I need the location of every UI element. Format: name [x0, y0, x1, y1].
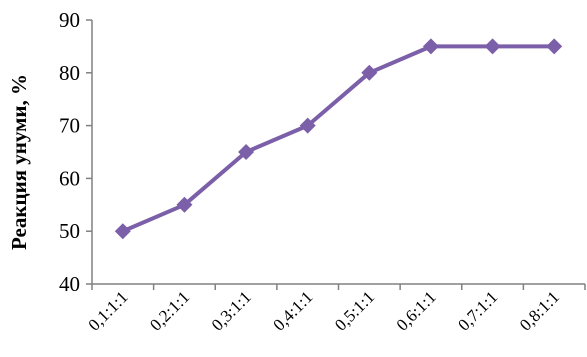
- x-tick-label: 0,2:1:1: [146, 287, 193, 334]
- y-tick-label: 50: [59, 219, 80, 243]
- y-ticks: 40 50 60 70 80 90: [59, 8, 92, 296]
- data-point-marker: [361, 64, 378, 81]
- y-tick-label: 40: [59, 272, 80, 296]
- series-line: [122, 44, 555, 234]
- y-axis-title: Реакция унуми, %: [7, 74, 31, 250]
- data-point-marker: [238, 144, 255, 160]
- x-tick-label: 0,3:1:1: [208, 287, 255, 334]
- data-point-marker: [484, 38, 501, 55]
- axes: [91, 20, 585, 285]
- y-tick-label: 60: [59, 166, 80, 190]
- x-ticks: 0,1:1:1 0,2:1:1 0,3:1:1 0,4:1:1 0,5:1:1 0,6:1…: [84, 284, 586, 335]
- data-point-marker: [114, 223, 131, 240]
- x-tick-label: 0,6:1:1: [393, 287, 440, 334]
- y-tick-label: 90: [59, 8, 80, 32]
- x-tick-label: 0,1:1:1: [84, 287, 131, 334]
- x-tick-label: 0,8:1:1: [516, 287, 563, 334]
- data-point-marker: [299, 117, 316, 134]
- y-tick-label: 70: [59, 114, 80, 138]
- y-tick-label: 80: [59, 61, 80, 85]
- data-point-marker: [546, 38, 563, 55]
- x-tick-label: 0,5:1:1: [331, 287, 378, 334]
- data-point-marker: [176, 196, 193, 213]
- data-point-marker: [422, 38, 439, 55]
- x-tick-label: 0,7:1:1: [454, 287, 501, 334]
- series-layer: [114, 38, 563, 240]
- x-tick-label: 0,4:1:1: [269, 287, 316, 334]
